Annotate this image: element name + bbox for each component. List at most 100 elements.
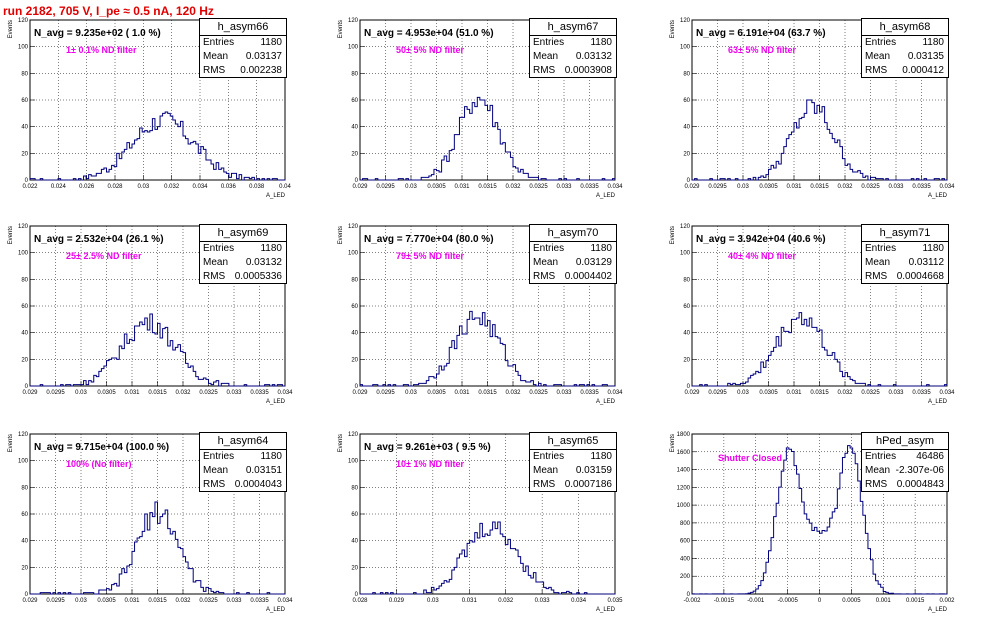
y-tick-label: 0 xyxy=(687,178,691,184)
x-tick-label: 0.0315 xyxy=(478,184,497,190)
stats-key: RMS xyxy=(533,65,556,76)
histogram-plot: 0.022 0.024 0.026 0.028 0.03 0.032 0.034 0.036 0… xyxy=(8,18,291,199)
x-axis-label: A_LED xyxy=(596,607,616,613)
histogram-series xyxy=(692,312,948,387)
y-axis-label: Events xyxy=(670,226,676,244)
stats-box: h_asym68 Entries 1180 Mean 0.03135 RMS 0.00041… xyxy=(861,18,949,78)
histogram-panel-h_asym66: 0.022 0.024 0.026 0.028 0.03 0.032 0.034 0.036 0… xyxy=(0,16,330,221)
stats-value: 1180 xyxy=(260,451,282,462)
stats-key: RMS xyxy=(203,65,226,76)
x-tick-label: 0.034 xyxy=(192,184,208,190)
stats-value: 1180 xyxy=(260,243,282,254)
stats-row-rms: RMS 0.0007186 xyxy=(530,478,616,492)
x-tick-label: 0.034 xyxy=(607,390,623,396)
x-tick-label: 0.034 xyxy=(277,390,293,396)
x-tick-label: 0.032 xyxy=(498,598,514,604)
y-tick-label: 1400 xyxy=(677,468,691,474)
filter-note: 79± 5% ND filter xyxy=(396,251,464,261)
y-tick-label: 20 xyxy=(683,151,690,157)
y-tick-label: 100 xyxy=(18,45,29,51)
histogram-panel-h_asym64: 0.029 0.0295 0.03 0.0305 0.031 0.0315 0.032 0.0… xyxy=(0,430,330,635)
stats-key: Entries xyxy=(865,37,897,48)
x-tick-label: 0.029 xyxy=(684,184,700,190)
stats-key: Entries xyxy=(533,37,565,48)
stats-key: Entries xyxy=(203,451,235,462)
x-tick-label: 0.033 xyxy=(888,184,904,190)
x-axis-label: A_LED xyxy=(266,399,286,405)
x-tick-label: 0.03 xyxy=(75,390,87,396)
x-tick-label: 0.0315 xyxy=(810,390,829,396)
histogram-name: h_asym69 xyxy=(200,225,286,242)
stats-row-entries: Entries 1180 xyxy=(530,242,616,256)
x-tick-label: 0.0325 xyxy=(861,184,880,190)
y-tick-label: 40 xyxy=(351,539,358,545)
x-tick-label: 0.0335 xyxy=(580,184,599,190)
x-tick-label: 0.001 xyxy=(876,598,892,604)
stats-value: 1180 xyxy=(590,37,612,48)
y-tick-label: 60 xyxy=(351,512,358,518)
y-axis-label: Events xyxy=(8,434,14,452)
x-tick-label: 0.0305 xyxy=(427,184,446,190)
stats-row-mean: Mean 0.03132 xyxy=(530,50,616,64)
histogram-panel-h_asym70: 0.029 0.0295 0.03 0.0305 0.031 0.0315 0.032 0.0… xyxy=(330,222,660,427)
x-tick-label: 0.0305 xyxy=(97,390,116,396)
navg-title: N_avg = 9.715e+04 (100.0 %) xyxy=(34,442,170,453)
stats-box: hPed_asym Entries 46486 Mean -2.307e-06 RMS 0.… xyxy=(861,432,949,492)
x-tick-label: 0.03 xyxy=(405,390,417,396)
histogram-panel-hPed_asym: -0.002 -0.0015 -0.001 -0.0005 0 0.0005 0.001 0.… xyxy=(662,430,992,635)
histogram-series xyxy=(30,313,285,387)
histogram-panel-h_asym65: 0.028 0.029 0.03 0.031 0.032 0.033 0.034 0.035 0… xyxy=(330,430,660,635)
stats-key: RMS xyxy=(865,65,888,76)
y-tick-label: 1000 xyxy=(677,503,691,509)
y-tick-label: 60 xyxy=(351,98,358,104)
x-tick-label: 0.032 xyxy=(505,390,521,396)
stats-value: 0.03151 xyxy=(245,465,282,476)
x-tick-label: 0.029 xyxy=(352,184,368,190)
x-tick-label: 0.033 xyxy=(556,184,572,190)
x-tick-label: 0.03 xyxy=(737,184,749,190)
y-tick-label: 120 xyxy=(18,18,29,24)
stats-value: 0.0004843 xyxy=(896,479,944,490)
x-tick-label: 0.028 xyxy=(107,184,123,190)
stats-row-rms: RMS 0.000412 xyxy=(862,64,948,78)
x-tick-label: 0.0325 xyxy=(529,390,548,396)
histogram-name: h_asym65 xyxy=(530,433,616,450)
y-tick-label: 100 xyxy=(18,459,29,465)
stats-box: h_asym64 Entries 1180 Mean 0.03151 RMS 0.00040… xyxy=(199,432,287,492)
y-tick-label: 100 xyxy=(348,45,359,51)
stats-key: Mean xyxy=(203,465,229,476)
x-tick-label: 0.032 xyxy=(837,390,853,396)
stats-key: RMS xyxy=(865,479,888,490)
stats-box: h_asym71 Entries 1180 Mean 0.03112 RMS 0.00046… xyxy=(861,224,949,284)
x-axis-label: A_LED xyxy=(928,399,948,405)
y-tick-label: 120 xyxy=(18,224,29,230)
stats-box: h_asym69 Entries 1180 Mean 0.03132 RMS 0.00053… xyxy=(199,224,287,284)
stats-value: 0.03135 xyxy=(907,51,944,62)
navg-title: N_avg = 4.953e+04 (51.0 %) xyxy=(364,28,494,39)
stats-row-entries: Entries 1180 xyxy=(530,36,616,50)
x-tick-label: 0.033 xyxy=(888,390,904,396)
y-tick-label: 0 xyxy=(687,384,691,390)
stats-value: 0.0004043 xyxy=(234,479,282,490)
y-tick-label: 100 xyxy=(348,251,359,257)
stats-row-entries: Entries 1180 xyxy=(862,242,948,256)
x-tick-label: 0.0335 xyxy=(250,390,269,396)
x-tick-label: 0.03 xyxy=(427,598,439,604)
y-tick-label: 800 xyxy=(680,521,691,527)
stats-value: 0.0004668 xyxy=(896,271,944,282)
stats-key: Entries xyxy=(533,451,565,462)
x-tick-label: 0.0315 xyxy=(478,390,497,396)
y-tick-label: 0 xyxy=(355,592,359,598)
stats-row-rms: RMS 0.0003908 xyxy=(530,64,616,78)
x-tick-label: 0.031 xyxy=(462,598,478,604)
stats-key: Mean xyxy=(533,465,559,476)
histogram-plot: -0.002 -0.0015 -0.001 -0.0005 0 0.0005 0.001 0.… xyxy=(670,432,955,613)
y-axis-label: Events xyxy=(338,434,344,452)
x-tick-label: 0.033 xyxy=(226,390,242,396)
x-tick-label: 0.031 xyxy=(454,184,470,190)
x-tick-label: 0.032 xyxy=(837,184,853,190)
x-tick-label: 0.031 xyxy=(786,184,802,190)
y-axis-label: Events xyxy=(338,20,344,38)
stats-box: h_asym65 Entries 1180 Mean 0.03159 RMS 0.00071… xyxy=(529,432,617,492)
y-tick-label: 60 xyxy=(351,304,358,310)
